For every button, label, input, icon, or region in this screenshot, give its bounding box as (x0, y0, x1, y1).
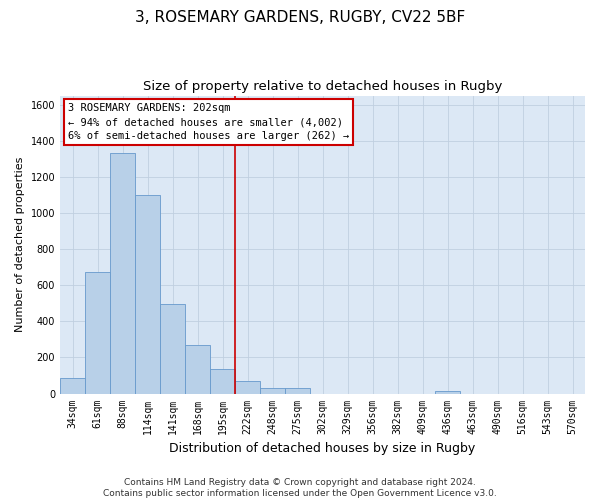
Bar (110, 154, 135, 394)
Text: Contains HM Land Registry data © Crown copyright and database right 2024.
Contai: Contains HM Land Registry data © Crown c… (103, 478, 497, 498)
Bar (160, 304, 185, 394)
Y-axis label: Number of detached properties: Number of detached properties (15, 157, 25, 332)
Bar (135, 195, 160, 394)
Bar (185, 345, 210, 394)
Bar (435, 391, 460, 394)
Bar (260, 388, 285, 394)
Bar (85, 272, 110, 394)
Bar (210, 369, 235, 394)
Bar (285, 388, 310, 394)
Title: Size of property relative to detached houses in Rugby: Size of property relative to detached ho… (143, 80, 502, 93)
Bar (60, 378, 85, 394)
Text: 3 ROSEMARY GARDENS: 202sqm
← 94% of detached houses are smaller (4,002)
6% of se: 3 ROSEMARY GARDENS: 202sqm ← 94% of deta… (68, 103, 349, 141)
Text: 3, ROSEMARY GARDENS, RUGBY, CV22 5BF: 3, ROSEMARY GARDENS, RUGBY, CV22 5BF (135, 10, 465, 25)
X-axis label: Distribution of detached houses by size in Rugby: Distribution of detached houses by size … (169, 442, 476, 455)
Bar (235, 381, 260, 394)
